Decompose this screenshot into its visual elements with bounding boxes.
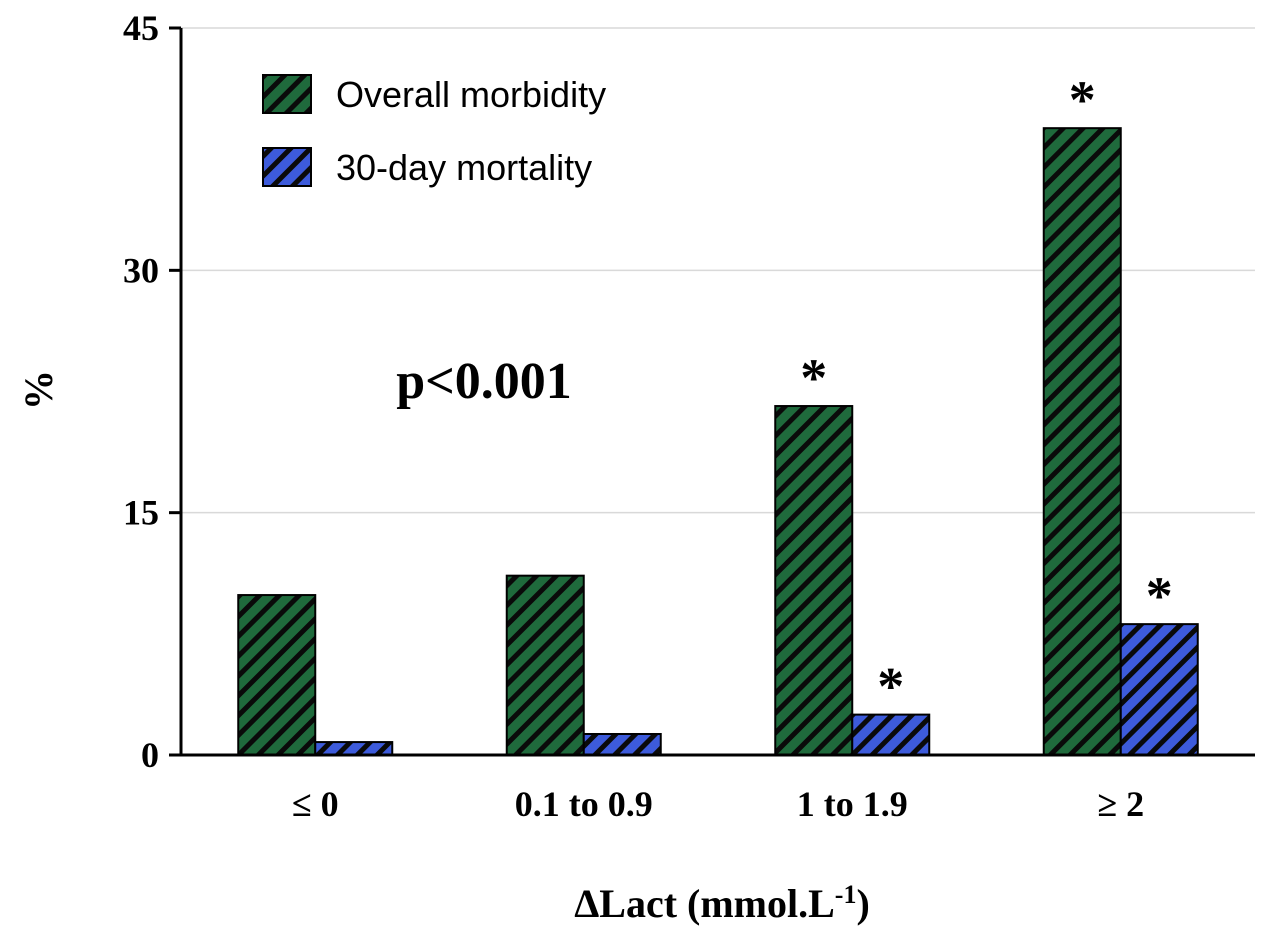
bar-1-series-1 [582,732,662,757]
y-tick-label-1: 15 [123,493,159,533]
significance-star-2-series-1: * [877,657,904,717]
x-axis-label-sup: -1 [835,880,857,909]
significance-markers: * * * * [800,70,1173,716]
bars [237,127,1199,757]
bar-1-series-0 [505,574,585,756]
bar-2-series-0 [774,405,854,756]
x-category-label-0: ≤ 0 [292,784,339,824]
y-axis-label: % [16,370,61,410]
axes [179,28,1255,757]
p-value-annotation: p<0.001 [396,353,572,410]
x-axis-label-end: ) [856,881,869,926]
y-tick-label-2: 30 [123,250,159,290]
y-ticks: 0 15 30 45 [123,8,181,775]
x-category-label-1: 0.1 to 0.9 [515,784,653,824]
significance-star-3-series-0: * [1069,70,1096,130]
x-axis-label: ΔLact (mmol.L-1) [574,880,870,927]
x-axis-label-main: ΔLact (mmol.L [574,881,835,926]
legend-label-series-0: Overall morbidity [336,74,606,115]
significance-star-3-series-1: * [1146,566,1173,626]
x-category-label-2: 1 to 1.9 [797,784,908,824]
x-category-label-3: ≥ 2 [1097,784,1144,824]
legend: Overall morbidity 30-day mortality [262,74,606,188]
bar-0-series-1 [314,741,394,757]
y-tick-label-3: 45 [123,8,159,48]
significance-star-2-series-0: * [800,348,827,408]
legend-swatch-series-1 [262,147,312,187]
bar-2-series-1 [851,713,931,756]
bar-3-series-1 [1119,623,1199,757]
bar-0-series-0 [237,594,317,756]
bar-3-series-0 [1042,127,1122,757]
y-tick-label-0: 0 [141,735,159,775]
legend-label-series-1: 30-day mortality [336,147,592,188]
x-categories: ≤ 0 0.1 to 0.9 1 to 1.9 ≥ 2 [292,784,1144,824]
legend-swatch-series-0 [262,74,312,114]
